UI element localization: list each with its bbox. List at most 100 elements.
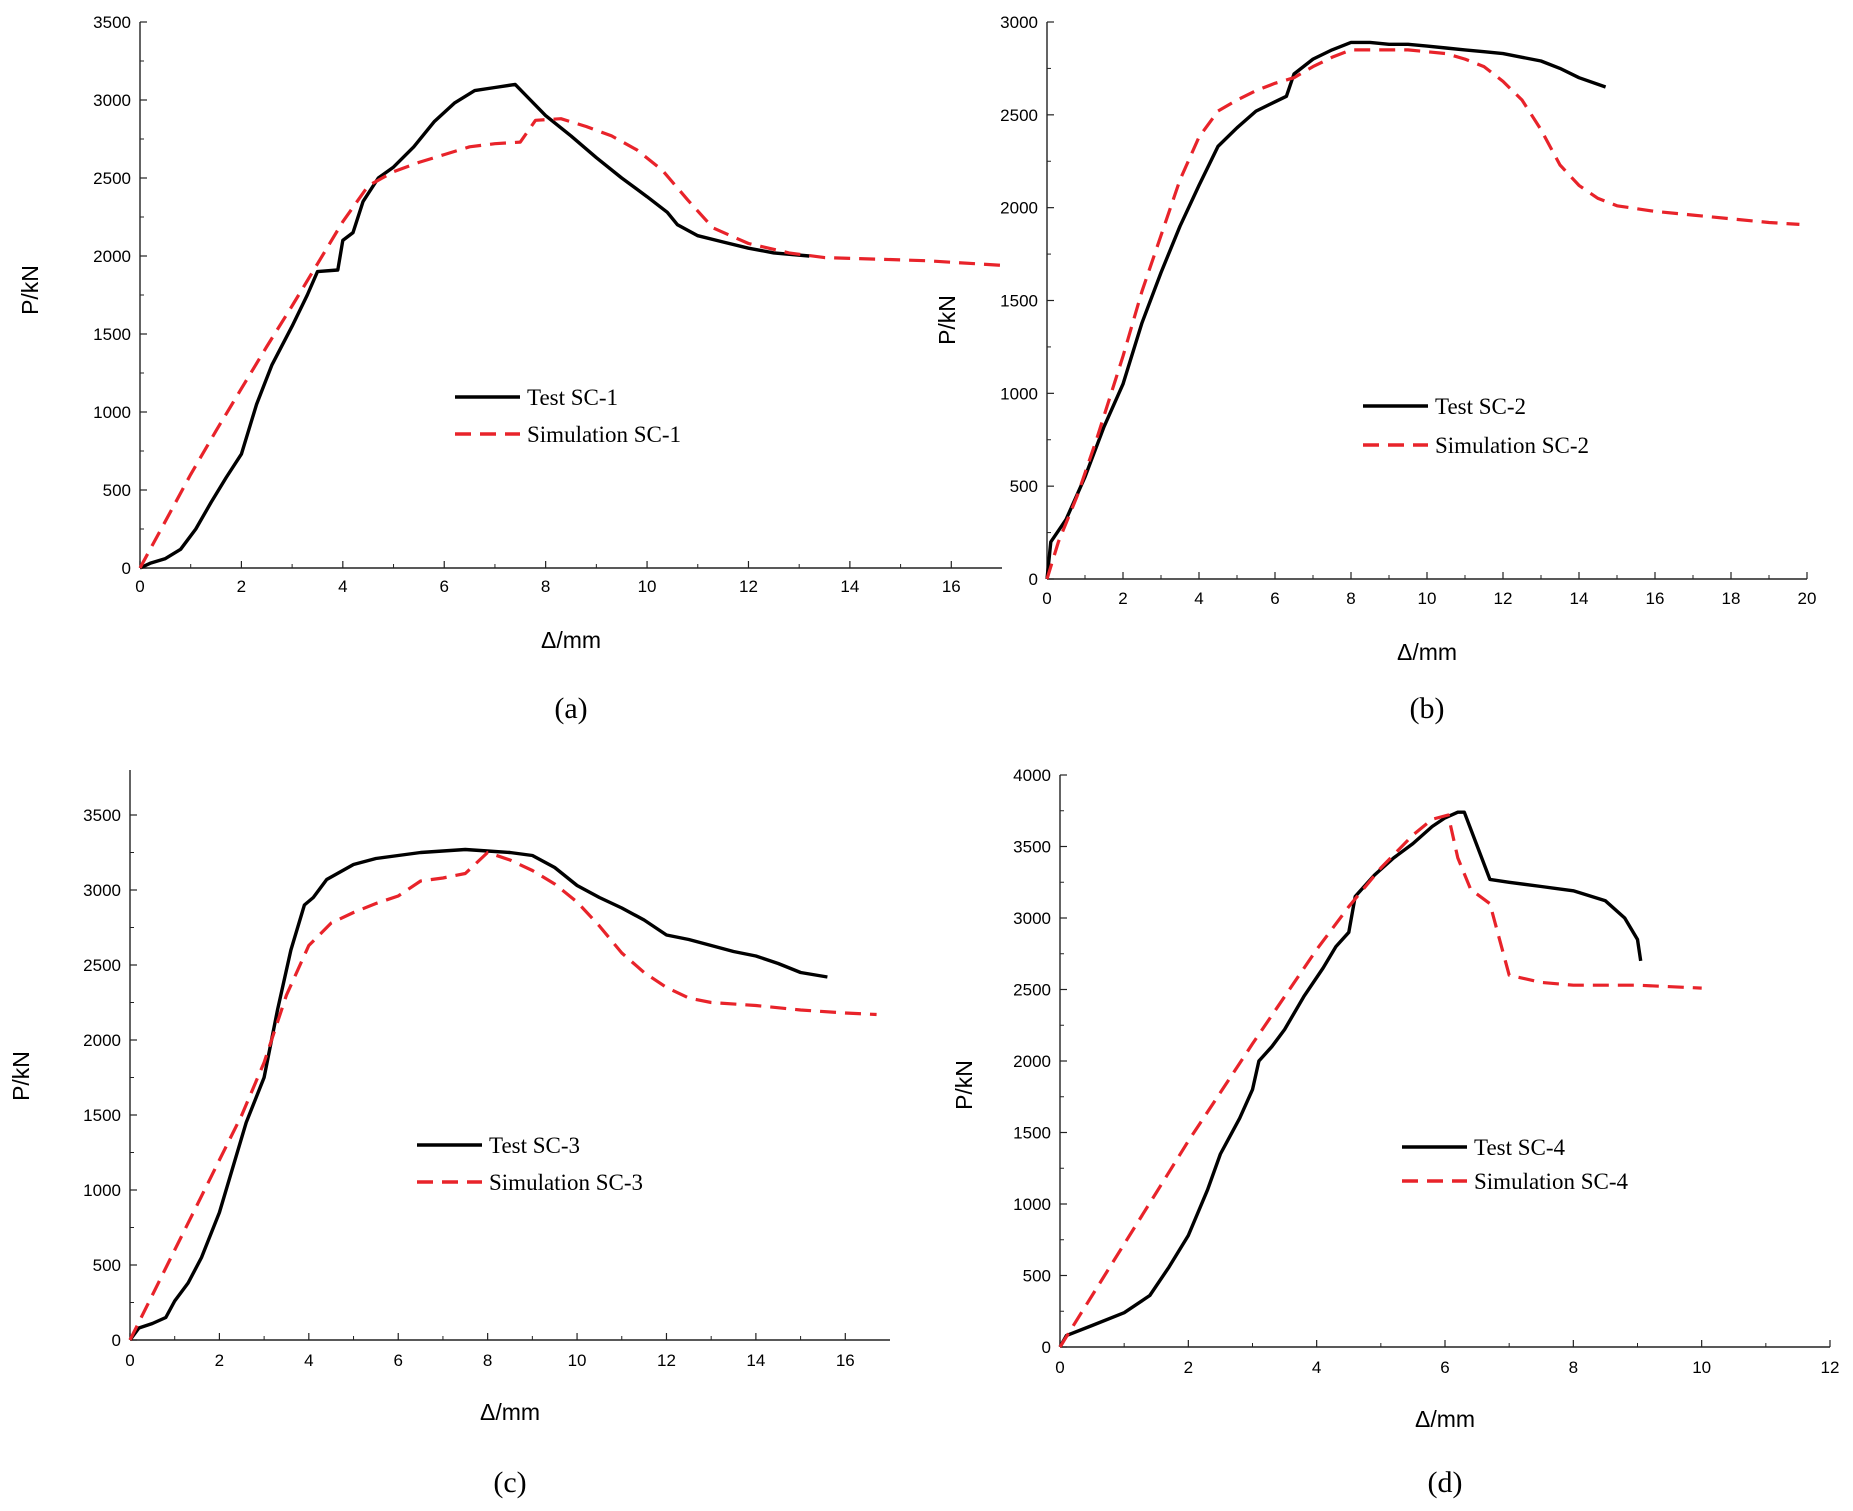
panel-label: (d)	[1428, 1466, 1463, 1499]
test-series-line	[139, 82, 810, 570]
legend-label: Test SC-2	[1435, 394, 1526, 419]
x-tick-label: 0	[125, 1351, 134, 1370]
x-axis-label: Δ/mm	[1415, 1406, 1475, 1432]
y-tick-label: 500	[103, 481, 131, 500]
x-tick-label: 0	[1055, 1358, 1064, 1377]
y-tick-label: 0	[122, 559, 131, 578]
panel-label: (c)	[493, 1466, 526, 1499]
y-tick-label: 3000	[83, 881, 121, 900]
x-tick-label: 4	[1194, 589, 1203, 608]
y-tick-label: 2500	[93, 169, 131, 188]
x-tick-label: 0	[1042, 589, 1051, 608]
y-tick-label: 3500	[83, 806, 121, 825]
y-axis-label: P/kN	[17, 265, 43, 315]
y-tick-label: 2500	[1000, 106, 1038, 125]
x-tick-label: 12	[1494, 589, 1513, 608]
test-series-line	[128, 847, 828, 1342]
x-tick-label: 4	[304, 1351, 313, 1370]
y-tick-label: 2000	[1000, 199, 1038, 218]
chart-panel-c: 0 2 4 6 8 10 12 14 16 0 500 1000 1500 2000 2500 3000 350…	[8, 770, 890, 1499]
y-tick-label: 2000	[93, 247, 131, 266]
chart-panel-d: 0 2 4 6 8 10 12 0 500 1000 1500 2000 2500 3000 3500 400…	[951, 766, 1839, 1499]
y-tick-label: 0	[1029, 570, 1038, 589]
legend-label: Test SC-4	[1474, 1135, 1566, 1160]
y-tick-label: 2500	[83, 956, 121, 975]
simulation-series-line	[1045, 48, 1800, 580]
y-tick-label: 1000	[1000, 384, 1038, 403]
x-tick-label: 6	[1270, 589, 1279, 608]
x-tick-label: 14	[840, 577, 859, 596]
legend-label: Simulation SC-3	[489, 1170, 643, 1195]
x-tick-label: 10	[1418, 589, 1437, 608]
x-tick-label: 2	[1184, 1358, 1193, 1377]
x-tick-label: 6	[394, 1351, 403, 1370]
y-axis-label: P/kN	[8, 1051, 34, 1101]
y-tick-label: 3000	[1013, 909, 1051, 928]
x-tick-label: 10	[638, 577, 657, 596]
x-tick-label: 4	[1312, 1358, 1321, 1377]
x-tick-label: 8	[1346, 589, 1355, 608]
x-tick-label: 8	[541, 577, 550, 596]
x-tick-label: 18	[1722, 589, 1741, 608]
test-series-line	[1058, 810, 1643, 1348]
x-tick-label: 2	[1118, 589, 1127, 608]
x-tick-label: 16	[836, 1351, 855, 1370]
x-tick-label: 10	[1692, 1358, 1711, 1377]
x-tick-label: 12	[739, 577, 758, 596]
x-tick-label: 14	[746, 1351, 765, 1370]
y-tick-label: 500	[1010, 477, 1038, 496]
x-tick-label: 6	[440, 577, 449, 596]
x-tick-label: 20	[1798, 589, 1817, 608]
y-tick-label: 2500	[1013, 981, 1051, 1000]
x-tick-label: 10	[568, 1351, 587, 1370]
simulation-series-line	[138, 117, 1003, 569]
x-tick-label: 2	[237, 577, 246, 596]
x-tick-label: 8	[1569, 1358, 1578, 1377]
y-tick-label: 500	[1023, 1267, 1051, 1286]
y-tick-label: 1500	[1013, 1124, 1051, 1143]
y-tick-label: 3000	[93, 91, 131, 110]
y-tick-label: 3000	[1000, 13, 1038, 32]
panel-label: (a)	[554, 692, 587, 725]
x-tick-label: 16	[942, 577, 961, 596]
legend-label: Test SC-1	[527, 385, 618, 410]
y-tick-label: 1500	[93, 325, 131, 344]
chart-panel-a: 0 2 4 6 8 10 12 14 16 0 500 1000 1500 2000 2500 3000 350…	[17, 13, 1003, 725]
x-tick-label: 14	[1570, 589, 1589, 608]
test-series-line	[1045, 40, 1607, 580]
y-axis-label: P/kN	[934, 295, 960, 345]
legend-label: Simulation SC-4	[1474, 1169, 1628, 1194]
x-tick-label: 8	[483, 1351, 492, 1370]
y-tick-label: 1000	[83, 1181, 121, 1200]
x-tick-label: 12	[1821, 1358, 1840, 1377]
y-tick-label: 1000	[93, 403, 131, 422]
y-tick-label: 3500	[1013, 838, 1051, 857]
x-tick-label: 4	[338, 577, 347, 596]
panel-label: (b)	[1410, 692, 1445, 725]
y-axis-label: P/kN	[951, 1060, 977, 1110]
y-tick-label: 3500	[93, 13, 131, 32]
chart-panel-b: 0 2 4 6 8 10 12 14 16 18 20 0 500 1000 1500 2000 2500 300…	[934, 13, 1816, 725]
y-tick-label: 2000	[1013, 1052, 1051, 1071]
x-axis-label: Δ/mm	[1397, 639, 1457, 665]
y-tick-label: 0	[112, 1331, 121, 1350]
y-tick-label: 1500	[83, 1106, 121, 1125]
legend-label: Simulation SC-1	[527, 422, 681, 447]
simulation-series-line	[128, 850, 877, 1341]
x-tick-label: 6	[1440, 1358, 1449, 1377]
legend-label: Simulation SC-2	[1435, 433, 1589, 458]
x-axis-label: Δ/mm	[480, 1399, 540, 1425]
x-axis-label: Δ/mm	[541, 627, 601, 653]
y-tick-label: 2000	[83, 1031, 121, 1050]
y-tick-label: 500	[93, 1256, 121, 1275]
x-tick-label: 12	[657, 1351, 676, 1370]
y-tick-label: 4000	[1013, 766, 1051, 785]
legend-label: Test SC-3	[489, 1133, 580, 1158]
simulation-series-line	[1058, 813, 1702, 1348]
y-tick-label: 1000	[1013, 1195, 1051, 1214]
y-tick-label: 0	[1042, 1338, 1051, 1357]
x-tick-label: 0	[135, 577, 144, 596]
x-tick-label: 16	[1646, 589, 1665, 608]
y-tick-label: 1500	[1000, 292, 1038, 311]
